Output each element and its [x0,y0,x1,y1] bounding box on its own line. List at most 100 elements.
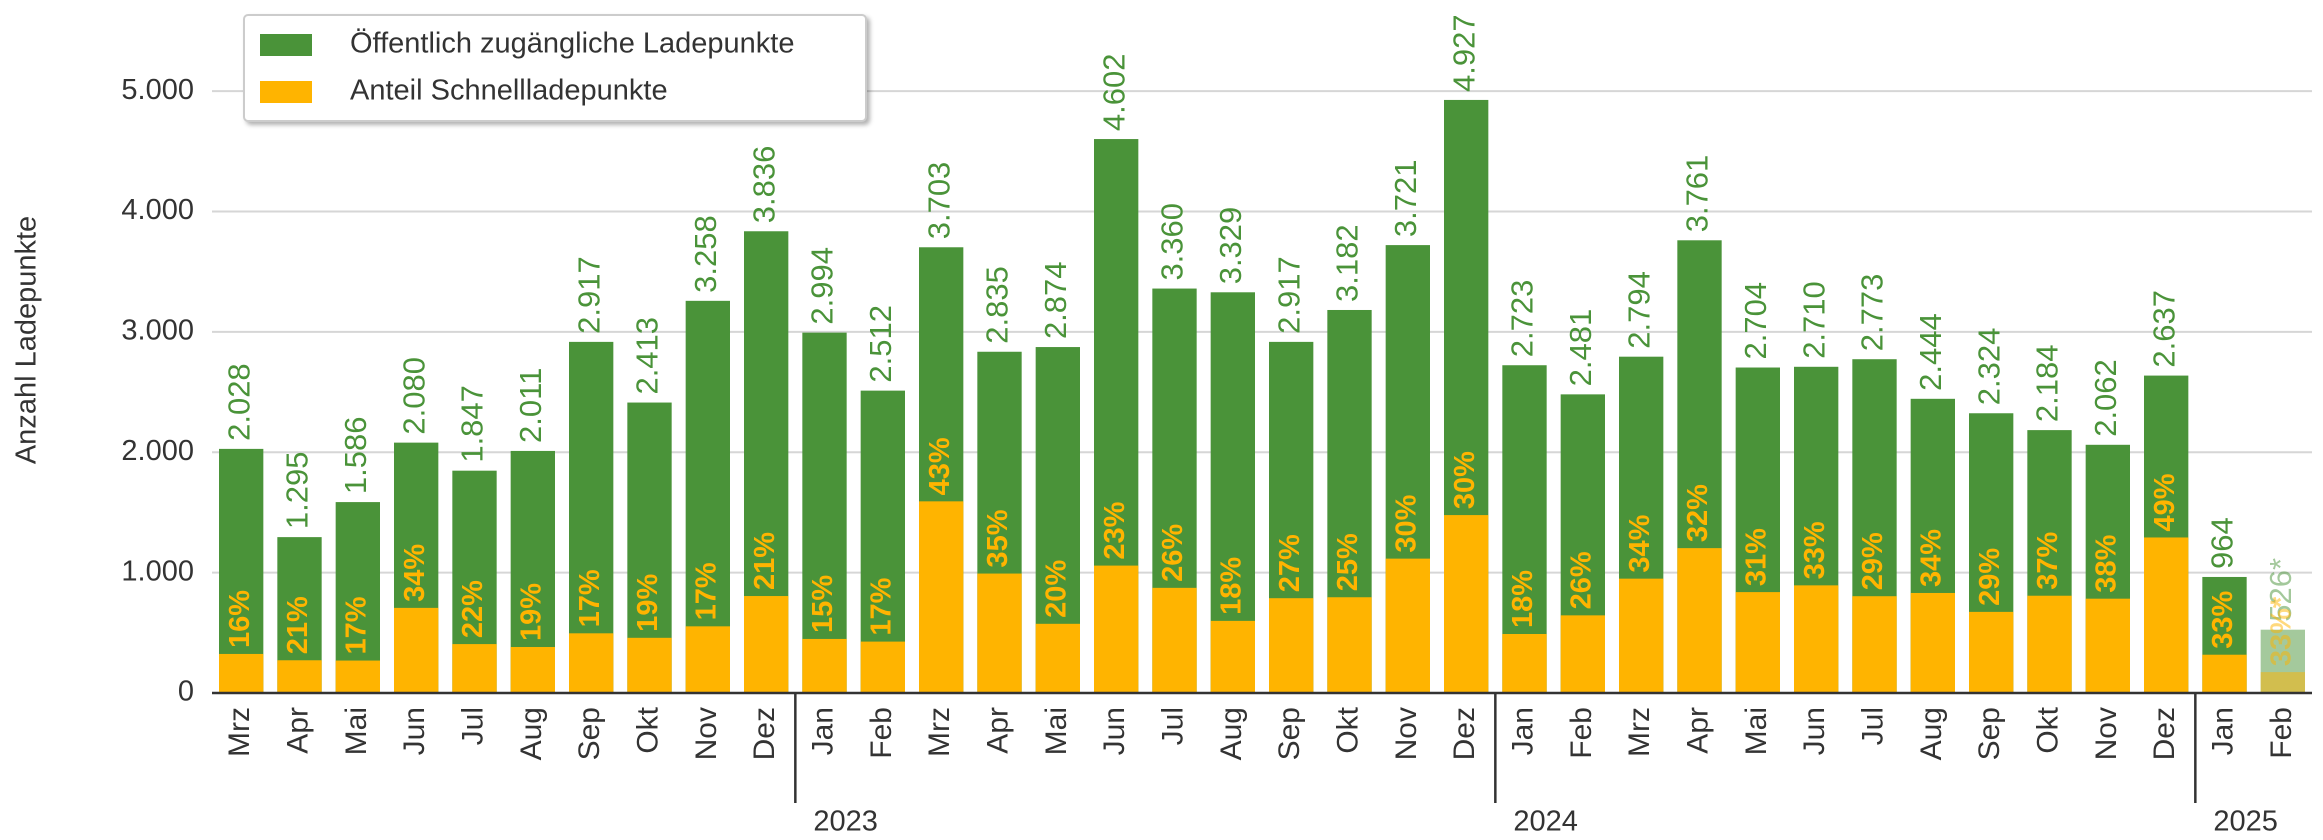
share-label: 37% [2032,531,2064,589]
share-label: 22% [457,580,489,638]
bar-share [2144,537,2189,693]
share-label: 17% [690,562,722,620]
share-label: 17% [340,596,372,654]
x-tick-label: Nov [690,707,723,760]
share-label: 20% [1040,560,1072,618]
x-tick-label: Dez [748,707,781,760]
total-label: 2.917 [1271,256,1306,334]
x-tick-label: Mai [1740,707,1773,755]
bar-share [335,660,380,693]
bar-share [1969,611,2014,693]
total-label: 1.586 [338,417,373,495]
share-label: 29% [1974,548,2006,606]
bar-total [219,448,264,693]
legend-label: Anteil Schnellladepunkte [350,75,668,107]
total-label: 2.874 [1038,261,1073,339]
total-label: 2.413 [630,317,665,395]
x-tick-label: Jul [1156,707,1189,745]
bar-share [2202,654,2247,693]
x-tick-label: Sep [1273,707,1306,760]
legend: Öffentlich zugängliche Ladepunkte Anteil … [243,14,867,122]
y-tick-label: 4.000 [121,194,194,226]
bar-share [977,573,1022,693]
total-label: 2.794 [1621,271,1656,349]
x-tick-label: Apr [281,707,314,754]
x-tick-label: Mrz [223,707,256,757]
x-tick-label: Jan [1506,707,1539,755]
bar-share [802,638,847,693]
share-label: 34% [399,544,431,602]
total-label: 526* [2263,558,2298,622]
share-label: 33% [1799,521,1831,579]
y-tick-label: 1.000 [121,555,194,587]
bar-share [1210,620,1255,693]
y-tick-label: 0 [178,676,194,708]
share-label: 35% [982,509,1014,567]
bar-share [277,660,322,693]
share-label: 19% [632,574,664,632]
x-tick-label: Apr [1681,707,1714,754]
x-tick-label: Okt [631,706,664,753]
total-label: 2.835 [980,266,1015,344]
share-label: 30% [1449,451,1481,509]
share-label: 18% [1507,570,1539,628]
total-label: 2.917 [571,256,606,334]
total-label: 3.360 [1155,203,1190,281]
share-label: 32% [1682,484,1714,542]
total-label: 3.182 [1330,224,1365,302]
total-label: 4.927 [1446,14,1481,92]
total-label: 2.481 [1563,309,1598,387]
group-label: 2025 [2213,806,2278,838]
share-label: 31% [1740,528,1772,586]
share-label: 21% [749,532,781,590]
group-label: 2024 [1513,806,1578,838]
x-tick-label: Jun [1098,707,1131,755]
total-label: 2.773 [1855,274,1890,352]
x-tick-label: Jan [2206,707,2239,755]
share-label: 19% [515,583,547,641]
total-label: 2.080 [396,357,431,435]
x-tick-label: Dez [2148,707,2181,760]
total-label: 3.761 [1680,155,1715,233]
share-label: 21% [282,596,314,654]
share-label: 30% [1390,494,1422,552]
x-tick-label: Jun [398,707,431,755]
x-tick-label: Mai [340,707,373,755]
share-label: 25% [1332,533,1364,591]
bar-share [860,641,905,693]
total-label: 2.994 [805,247,840,325]
bar-share [1677,548,1722,693]
x-tick-label: Apr [981,707,1014,754]
bar-share [627,637,672,693]
x-tick-label: Okt [2031,706,2064,753]
y-tick-label: 3.000 [121,315,194,347]
total-label: 3.258 [688,215,723,293]
total-label: 2.011 [513,368,548,443]
bar-share [1152,587,1197,693]
bar-share [1035,623,1080,693]
group-label: 2023 [813,806,878,838]
bar-share [1852,596,1897,693]
x-tick-label: Mai [1040,707,1073,755]
legend-label: Öffentlich zugängliche Ladepunkte [350,28,794,60]
share-label: 33%* [2265,596,2297,666]
bar-share [1385,558,1430,693]
share-label: 16% [224,590,256,648]
y-tick-label: 2.000 [121,435,194,467]
x-tick-label: Mrz [1623,707,1656,757]
x-tick-label: Mrz [923,707,956,757]
total-label: 2.637 [2146,290,2181,368]
share-label: 29% [1857,532,1889,590]
x-tick-label: Nov [2090,707,2123,760]
bar-share [2085,598,2130,693]
total-label: 2.062 [2088,359,2123,437]
total-label: 3.329 [1213,207,1248,285]
bar-share [1560,615,1605,693]
share-label: 23% [1099,501,1131,559]
y-axis-label: Anzahl Ladepunkte [11,216,43,464]
bar-share [510,647,555,693]
total-label: 3.703 [921,162,956,240]
share-label: 38% [2090,534,2122,592]
total-label: 1.295 [280,452,315,530]
